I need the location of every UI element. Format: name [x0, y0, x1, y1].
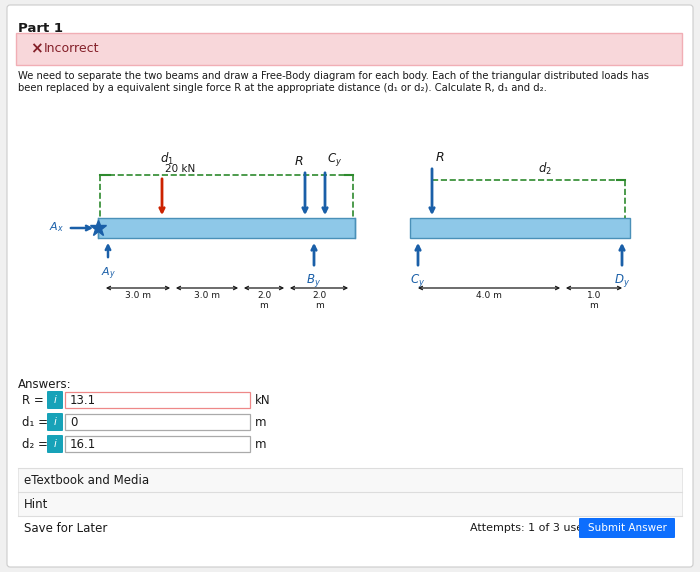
Text: 3.0 m: 3.0 m — [125, 291, 151, 300]
Text: 0: 0 — [70, 415, 78, 428]
Text: 13.1: 13.1 — [70, 394, 96, 407]
Text: $C_y$: $C_y$ — [327, 151, 342, 168]
Bar — [65, 414, 250, 430]
Text: m: m — [255, 415, 267, 428]
Text: Answers:: Answers: — [18, 378, 71, 391]
Bar — [65, 436, 250, 452]
Text: m: m — [255, 438, 267, 451]
FancyBboxPatch shape — [7, 5, 693, 567]
Text: 20 kN: 20 kN — [165, 164, 195, 174]
Text: $A_y$: $A_y$ — [101, 266, 116, 283]
FancyBboxPatch shape — [47, 435, 63, 453]
Text: 16.1: 16.1 — [70, 438, 97, 451]
FancyBboxPatch shape — [16, 33, 682, 65]
Text: $R$: $R$ — [293, 155, 303, 168]
FancyBboxPatch shape — [18, 468, 682, 492]
Text: 3.0 m: 3.0 m — [194, 291, 220, 300]
Text: R =: R = — [22, 394, 43, 407]
Text: i: i — [54, 417, 57, 427]
FancyBboxPatch shape — [579, 518, 675, 538]
Text: ×: × — [30, 42, 43, 57]
Text: $B_y$: $B_y$ — [307, 272, 321, 289]
FancyBboxPatch shape — [47, 413, 63, 431]
Text: $R$: $R$ — [435, 151, 444, 164]
Text: $d_2$: $d_2$ — [538, 161, 552, 177]
Text: Save for Later: Save for Later — [24, 522, 107, 534]
Bar — [65, 392, 250, 408]
Text: d₂ =: d₂ = — [22, 438, 48, 451]
Text: We need to separate the two beams and draw a Free-Body diagram for each body. Ea: We need to separate the two beams and dr… — [18, 71, 649, 81]
Text: Submit Answer: Submit Answer — [587, 523, 666, 533]
Bar — [98, 218, 355, 238]
FancyBboxPatch shape — [18, 492, 682, 516]
Text: been replaced by a equivalent single force R at the appropriate distance (d₁ or : been replaced by a equivalent single for… — [18, 83, 547, 93]
Text: 2.0
m: 2.0 m — [257, 291, 271, 311]
Text: i: i — [54, 395, 57, 405]
Bar — [410, 218, 630, 238]
Text: kN: kN — [255, 394, 271, 407]
Text: i: i — [54, 439, 57, 449]
Text: Attempts: 1 of 3 used: Attempts: 1 of 3 used — [470, 523, 590, 533]
Text: $A_x$: $A_x$ — [49, 220, 64, 234]
Text: $d_1$: $d_1$ — [160, 151, 174, 167]
Text: Incorrect: Incorrect — [44, 42, 99, 55]
Text: Hint: Hint — [24, 498, 48, 510]
Text: $C_y$: $C_y$ — [410, 272, 426, 289]
Text: eTextbook and Media: eTextbook and Media — [24, 474, 149, 487]
Text: Part 1: Part 1 — [18, 22, 63, 35]
Text: d₁ =: d₁ = — [22, 415, 48, 428]
Text: 4.0 m: 4.0 m — [476, 291, 502, 300]
Text: 2.0
m: 2.0 m — [312, 291, 326, 311]
Text: $D_y$: $D_y$ — [614, 272, 630, 289]
FancyBboxPatch shape — [47, 391, 63, 409]
Text: 1.0
m: 1.0 m — [587, 291, 601, 311]
